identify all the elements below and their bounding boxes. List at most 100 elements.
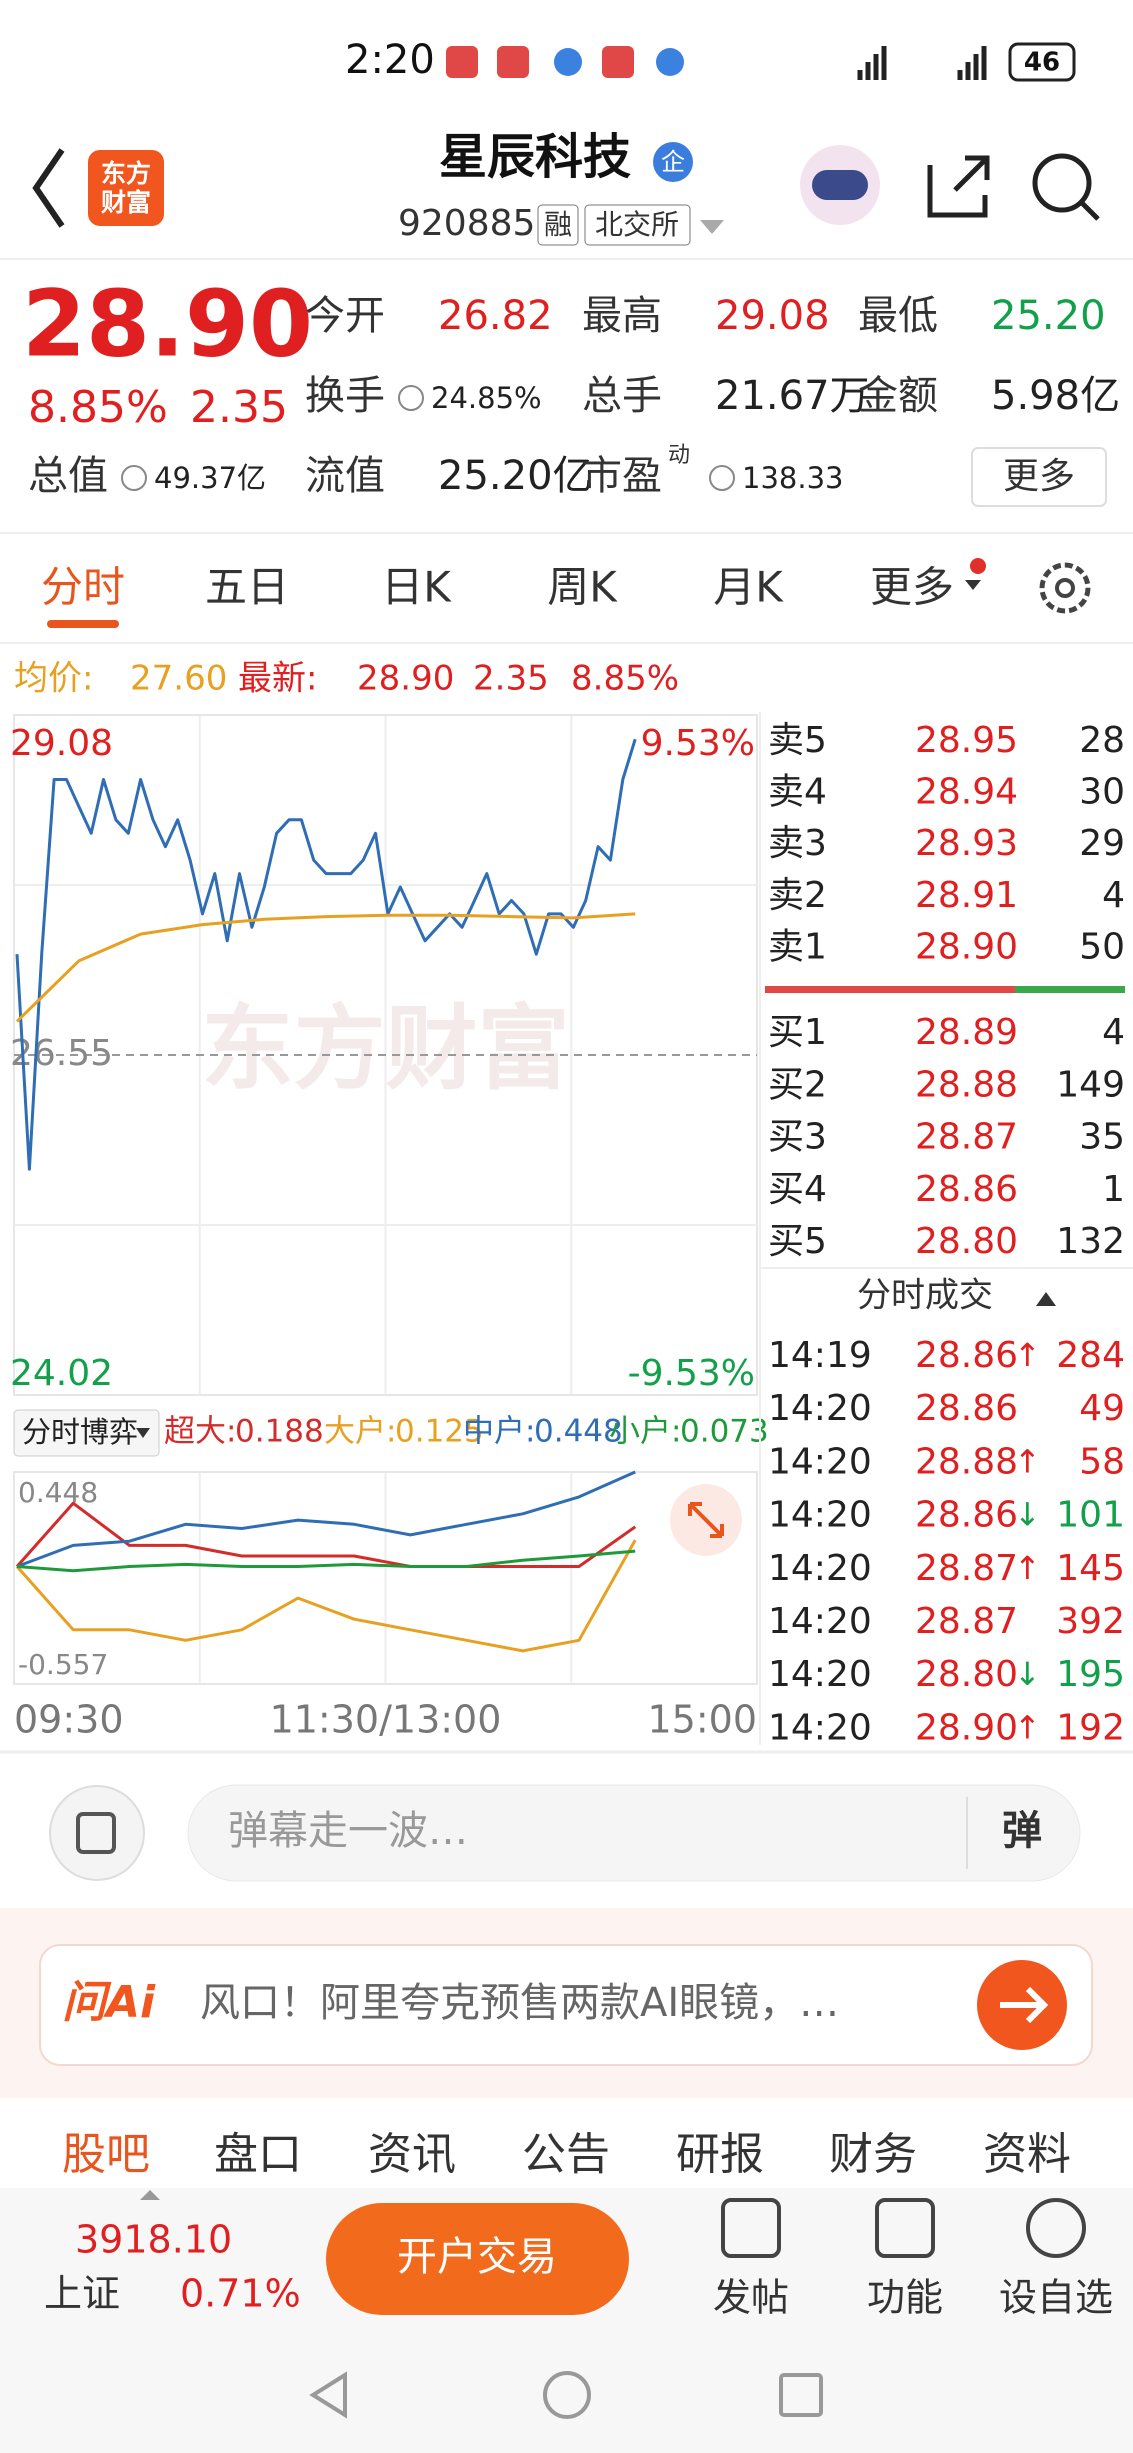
- legend-box[interactable]: [13, 1409, 160, 1457]
- back-button[interactable]: [32, 148, 65, 228]
- trade-price: 28.87: [915, 1548, 1018, 1589]
- bottom-tab[interactable]: 盘口: [214, 2129, 302, 2180]
- action-label[interactable]: 功能: [867, 2276, 943, 2320]
- trades-title: 分时成交: [857, 1276, 993, 1316]
- bottom-tab[interactable]: 研报: [676, 2129, 764, 2180]
- avg-value: 27.60: [130, 659, 227, 699]
- bottom-tab[interactable]: 财务: [829, 2129, 917, 2180]
- chart-tab[interactable]: 周K: [547, 563, 618, 612]
- nav-home[interactable]: [543, 2371, 591, 2419]
- legend-separator: :: [525, 1414, 535, 1450]
- info-icon[interactable]: [398, 385, 424, 411]
- trade-direction: ↑: [1014, 1336, 1041, 1374]
- action-icon[interactable]: [1026, 2198, 1086, 2258]
- info-icon[interactable]: [709, 465, 735, 491]
- book-volume: 4: [1102, 1012, 1125, 1053]
- trade-button[interactable]: [326, 2203, 629, 2315]
- settings-core: [1055, 578, 1075, 598]
- field-value: 29.08: [715, 293, 830, 339]
- tag-text: 北交所: [595, 208, 679, 241]
- bottom-tab[interactable]: 公告: [522, 2129, 610, 2180]
- flow-line: [15, 1501, 637, 1568]
- action-label[interactable]: 发帖: [713, 2276, 789, 2320]
- chart-tab[interactable]: 月K: [713, 563, 784, 612]
- status-icon: [656, 48, 684, 76]
- field-label: 金额: [858, 373, 938, 419]
- trade-time: 14:20: [768, 1707, 872, 1748]
- banner-go-icon: [1000, 1986, 1049, 2024]
- index-value: 3918.10: [75, 2218, 232, 2262]
- chart-tab[interactable]: 五日: [205, 563, 289, 612]
- trade-time: 14:20: [768, 1388, 872, 1429]
- chart-tab[interactable]: 日K: [381, 563, 452, 612]
- tab-dropdown: [965, 580, 981, 590]
- trade-volume: 195: [1056, 1654, 1125, 1695]
- legend-separator: :: [386, 1414, 396, 1450]
- book-label: 卖2: [768, 875, 827, 916]
- danmaku-button[interactable]: 弹: [1002, 1808, 1042, 1854]
- trade-volume: 49: [1079, 1388, 1125, 1429]
- action-label[interactable]: 设自选: [999, 2276, 1113, 2320]
- book-label: 买4: [768, 1169, 827, 1210]
- book-label: 卖4: [768, 772, 827, 813]
- trade-time: 14:19: [768, 1335, 872, 1376]
- index-pct: 0.71%: [180, 2272, 301, 2316]
- trade-time: 14:20: [768, 1441, 872, 1482]
- book-price: 28.80: [915, 1221, 1018, 1262]
- flow-line: [16, 1549, 636, 1573]
- comment-settings[interactable]: [49, 1785, 145, 1881]
- legend-value: 0.188: [235, 1414, 324, 1450]
- tag-text: 融: [544, 208, 572, 241]
- app-logo-text: 东方: [101, 159, 151, 188]
- action-icon[interactable]: [721, 2198, 781, 2258]
- chart-tab[interactable]: 分时: [41, 563, 125, 612]
- banner-card[interactable]: [39, 1944, 1093, 2066]
- field-label: 总手: [582, 373, 662, 419]
- info-icon[interactable]: [121, 465, 147, 491]
- field-value: 21.67万: [715, 373, 870, 419]
- trade-price: 28.86: [915, 1495, 1018, 1536]
- trade-price: 28.88: [915, 1441, 1018, 1482]
- legend-name: 大户: [324, 1414, 386, 1450]
- trade-volume: 58: [1079, 1441, 1125, 1482]
- field-value: 138.33: [742, 461, 843, 495]
- tag: [584, 204, 691, 246]
- chart-tab[interactable]: 更多: [870, 563, 954, 612]
- field-value: 25.20亿: [438, 453, 593, 499]
- trade-price: 28.87: [915, 1601, 1018, 1642]
- settings-button[interactable]: [1039, 562, 1091, 614]
- share-button[interactable]: [927, 155, 990, 218]
- flow-line: [15, 1539, 637, 1653]
- book-price: 28.90: [915, 926, 1018, 967]
- bottom-tab[interactable]: 资料: [983, 2129, 1071, 2180]
- badge: [653, 142, 693, 182]
- nav-recent[interactable]: [779, 2373, 823, 2417]
- x-tick-label: 15:00: [647, 1698, 757, 1742]
- more-button[interactable]: [971, 447, 1107, 507]
- comment-placeholder: 弹幕走一波…: [228, 1808, 468, 1854]
- search-handle: [1080, 201, 1100, 221]
- book-label: 买1: [768, 1012, 827, 1053]
- book-label: 卖3: [768, 823, 827, 864]
- legend-name: 中户: [463, 1414, 525, 1450]
- trade-direction: ↑: [1014, 1442, 1041, 1480]
- field-value: 25.20: [991, 293, 1106, 339]
- trade-price: 28.90: [915, 1707, 1018, 1748]
- book-price: 28.86: [915, 1169, 1018, 1210]
- dropdown[interactable]: [700, 220, 724, 234]
- avg-label: 均价:: [14, 659, 93, 699]
- trade-time: 14:20: [768, 1601, 872, 1642]
- legend-name: 超大: [164, 1414, 226, 1450]
- field-value: 24.85%: [431, 381, 542, 415]
- status-time: 2:20: [345, 37, 435, 83]
- search-button[interactable]: [1032, 153, 1092, 213]
- comment-input[interactable]: [187, 1784, 1081, 1882]
- trade-volume: 145: [1056, 1548, 1125, 1589]
- bottom-tab[interactable]: 资讯: [368, 2129, 456, 2180]
- action-icon[interactable]: [875, 2198, 935, 2258]
- book-price: 28.94: [915, 772, 1018, 813]
- trade-volume: 284: [1056, 1335, 1125, 1376]
- bottom-tab[interactable]: 股吧: [62, 2129, 150, 2180]
- nav-back[interactable]: [309, 2371, 347, 2419]
